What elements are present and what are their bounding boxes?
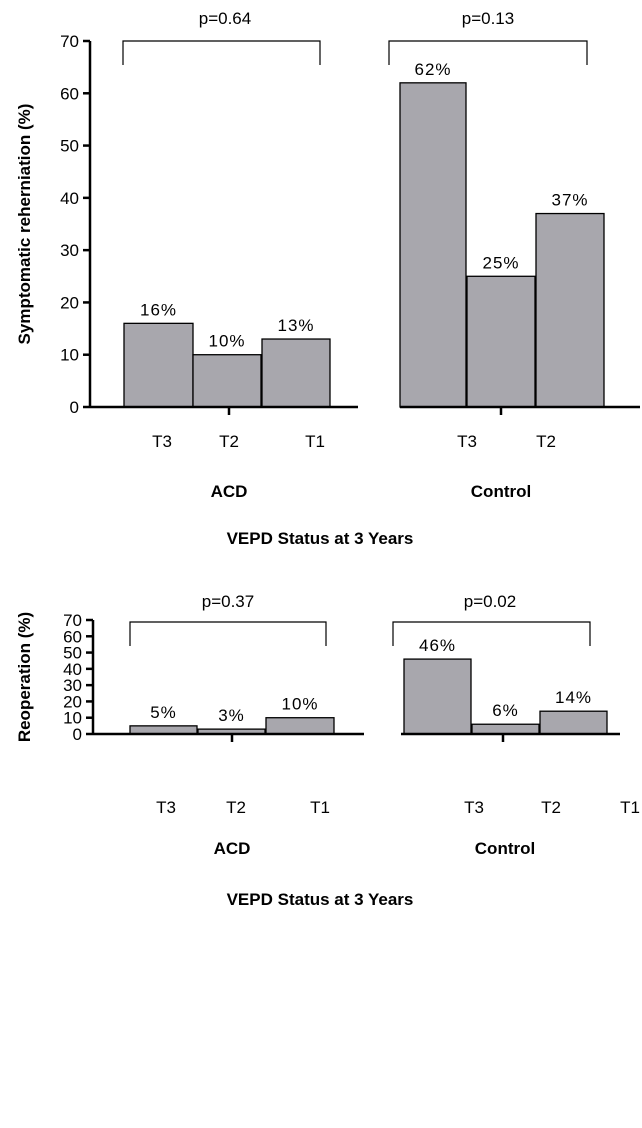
data-label: 46% xyxy=(419,636,456,655)
category-label: T3 xyxy=(464,798,484,817)
p-value-label: p=0.13 xyxy=(462,9,514,28)
bar-control-3 xyxy=(535,212,605,408)
category-label: T1 xyxy=(305,432,325,451)
x-axis-title: VEPD Status at 3 Years xyxy=(227,529,414,548)
y-tick-label: 50 xyxy=(60,137,79,156)
group-label: Control xyxy=(475,839,535,858)
y-axis-title: Symptomatic reherniation (%) xyxy=(15,104,34,345)
y-axis-title: Reoperation (%) xyxy=(15,612,34,742)
bar-control-2 xyxy=(466,275,536,408)
data-label: 13% xyxy=(277,316,314,335)
category-label: T1 xyxy=(310,798,330,817)
y-tick-label: 50 xyxy=(63,644,82,663)
data-label: 10% xyxy=(208,332,245,351)
bar-control-3 xyxy=(539,710,608,735)
category-label: T3 xyxy=(152,432,172,451)
y-tick-label: 20 xyxy=(60,293,79,312)
category-label: T1 xyxy=(620,798,640,817)
chart-reoperation: 5% 3% 10% p=0.37 T3 T2 T1 ACD 46% 6% 14% p=0.02 T3 T2… xyxy=(15,592,640,909)
data-label: 16% xyxy=(140,300,177,319)
y-tick-label: 10 xyxy=(60,346,79,365)
group-label: ACD xyxy=(214,839,251,858)
bar-acd-2 xyxy=(192,354,262,408)
data-label: 6% xyxy=(492,701,519,720)
category-label: T2 xyxy=(219,432,239,451)
bar-control-1 xyxy=(403,658,472,735)
x-axis-title: VEPD Status at 3 Years xyxy=(227,890,414,909)
group-label: ACD xyxy=(211,482,248,501)
y-tick-label: 60 xyxy=(60,84,79,103)
y-tick-label: 30 xyxy=(63,676,82,695)
y-tick-label: 40 xyxy=(60,189,79,208)
category-label: T3 xyxy=(457,432,477,451)
category-label: T3 xyxy=(156,798,176,817)
category-label: T2 xyxy=(536,432,556,451)
data-label: 5% xyxy=(150,703,177,722)
y-tick-label: 30 xyxy=(60,241,79,260)
significance-bracket xyxy=(122,40,321,65)
data-label: 3% xyxy=(218,706,245,725)
significance-bracket xyxy=(392,621,591,646)
y-tick-label: 0 xyxy=(70,398,79,417)
data-label: 37% xyxy=(551,191,588,210)
y-tick-label: 10 xyxy=(63,709,82,728)
data-label: 10% xyxy=(281,695,318,714)
category-label: T2 xyxy=(541,798,561,817)
p-value-label: p=0.64 xyxy=(199,9,251,28)
y-tick-label: 60 xyxy=(63,627,82,646)
group-label: Control xyxy=(471,482,531,501)
bar-acd-3 xyxy=(261,338,331,408)
bar-control-2 xyxy=(471,723,540,735)
bar-acd-1 xyxy=(123,322,194,408)
significance-bracket xyxy=(129,621,327,646)
data-label: 25% xyxy=(482,253,519,272)
data-label: 14% xyxy=(555,688,592,707)
chart-symptomatic-reherniation: 16% 10% 13% p=0.64 T3 T2 T1 ACD 62% 25% 37% p=0.13 T… xyxy=(15,9,640,548)
y-tick-label: 0 xyxy=(73,725,82,744)
y-tick-label: 20 xyxy=(63,692,82,711)
y-tick-label: 70 xyxy=(60,32,79,51)
y-tick-label: 40 xyxy=(63,660,82,679)
y-tick-label: 70 xyxy=(63,611,82,630)
bar-control-1 xyxy=(399,82,467,408)
bar-acd-3 xyxy=(265,717,335,735)
p-value-label: p=0.02 xyxy=(464,592,516,611)
category-label: T2 xyxy=(226,798,246,817)
data-label: 62% xyxy=(414,60,451,79)
significance-bracket xyxy=(388,40,588,65)
p-value-label: p=0.37 xyxy=(202,592,254,611)
